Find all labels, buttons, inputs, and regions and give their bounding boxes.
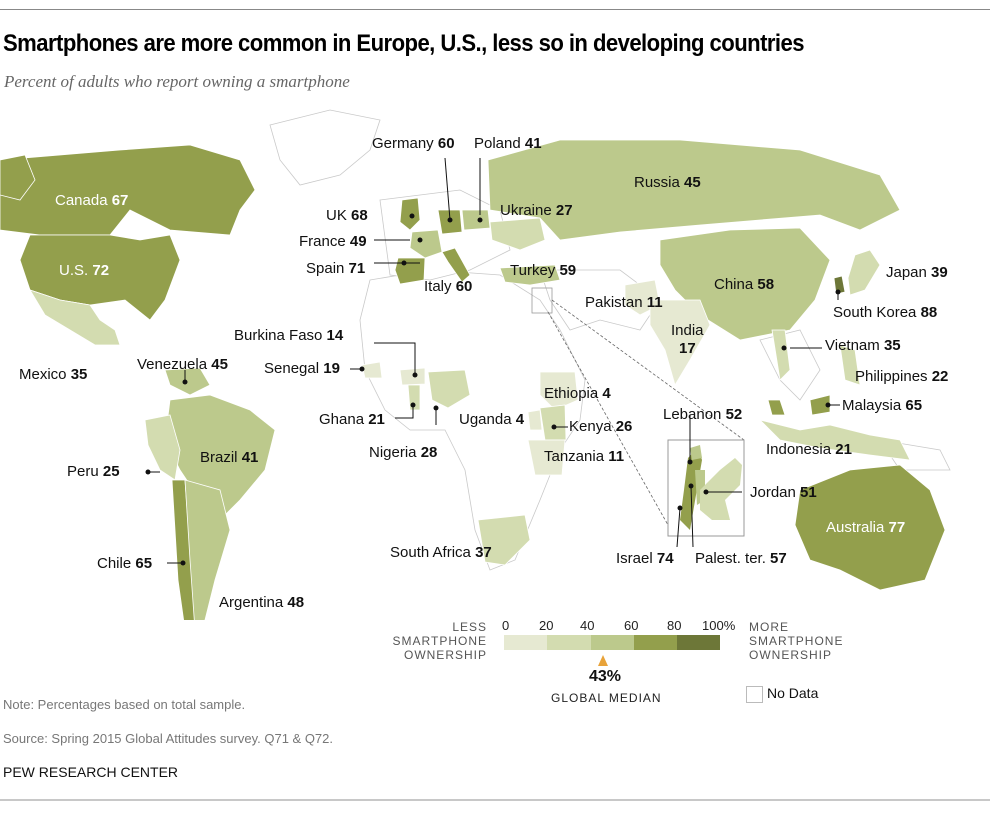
legend-tick: 40 bbox=[580, 618, 595, 633]
country-turkey bbox=[499, 264, 561, 286]
label-ukraine: Ukraine 27 bbox=[500, 202, 573, 219]
label-vietnam: Vietnam 35 bbox=[825, 337, 901, 354]
label-chile: Chile 65 bbox=[97, 555, 153, 572]
label-jordan: Jordan 51 bbox=[750, 484, 817, 501]
country-indonesia bbox=[758, 419, 911, 461]
world-map bbox=[0, 109, 951, 620]
legend-tick: 0 bbox=[502, 618, 510, 633]
country-poland bbox=[461, 209, 491, 231]
country-mexico bbox=[29, 289, 121, 346]
label-italy: Italy 60 bbox=[424, 278, 473, 295]
country-southafrica bbox=[477, 514, 531, 566]
median-value: 43% bbox=[589, 668, 622, 685]
country-uganda bbox=[527, 409, 543, 431]
label-india-value: 17 bbox=[679, 340, 696, 357]
country-canada bbox=[0, 144, 256, 236]
label-australia: Australia 77 bbox=[826, 519, 906, 536]
label-malaysia: Malaysia 65 bbox=[842, 397, 923, 414]
country-venezuela bbox=[164, 367, 211, 396]
label-canada: Canada 67 bbox=[55, 192, 129, 209]
label-israel: Israel 74 bbox=[616, 550, 674, 567]
no-data-label: No Data bbox=[767, 685, 819, 701]
legend-tick: 100% bbox=[702, 618, 736, 633]
label-lebanon: Lebanon 52 bbox=[663, 406, 743, 423]
label-south-korea: South Korea 88 bbox=[833, 304, 938, 321]
organization-credit: PEW RESEARCH CENTER bbox=[3, 764, 179, 780]
label-indonesia: Indonesia 21 bbox=[766, 441, 852, 458]
country-philippines bbox=[839, 344, 861, 386]
label-germany: Germany 60 bbox=[372, 135, 455, 152]
legend-less-label: LESS SMARTPHONE OWNERSHIP bbox=[392, 620, 487, 662]
label-france: France 49 bbox=[299, 233, 367, 250]
label-senegal: Senegal 19 bbox=[264, 360, 340, 377]
legend-bin-60-80 bbox=[634, 635, 677, 650]
label-spain: Spain 71 bbox=[306, 260, 366, 277]
label-ghana: Ghana 21 bbox=[319, 411, 385, 428]
country-southkorea bbox=[833, 275, 846, 295]
label-uganda: Uganda 4 bbox=[459, 411, 525, 428]
legend-more-label: MORE SMARTPHONE OWNERSHIP bbox=[749, 620, 844, 662]
label-philippines: Philippines 22 bbox=[855, 368, 949, 385]
legend-bin-0-20 bbox=[504, 635, 547, 650]
country-vietnam bbox=[771, 329, 791, 381]
chart-subtitle: Percent of adults who report owning a sm… bbox=[4, 72, 350, 91]
label-us: U.S. 72 bbox=[59, 262, 110, 279]
country-ukraine bbox=[489, 217, 546, 251]
country-senegal bbox=[361, 361, 383, 379]
label-palestinian-territories: Palest. ter. 57 bbox=[695, 550, 787, 567]
label-venezuela: Venezuela 45 bbox=[137, 356, 228, 373]
middle-east-inset bbox=[667, 439, 745, 537]
label-ethiopia: Ethiopia 4 bbox=[544, 385, 611, 402]
label-turkey: Turkey 59 bbox=[510, 262, 577, 279]
country-ethiopia bbox=[539, 371, 579, 411]
label-japan: Japan 39 bbox=[886, 264, 948, 281]
top-rule bbox=[0, 9, 990, 10]
no-data-swatch bbox=[746, 686, 763, 703]
label-pakistan: Pakistan 11 bbox=[585, 294, 663, 311]
label-china: China 58 bbox=[714, 276, 775, 293]
legend-tick: 20 bbox=[539, 618, 554, 633]
source-note: Source: Spring 2015 Global Attitudes sur… bbox=[3, 731, 334, 746]
country-spain bbox=[394, 257, 426, 285]
country-burkinafaso bbox=[399, 367, 426, 386]
median-marker-icon bbox=[598, 655, 608, 666]
label-india: India bbox=[671, 322, 704, 339]
label-south-africa: South Africa 37 bbox=[390, 544, 492, 561]
label-mexico: Mexico 35 bbox=[19, 366, 88, 383]
label-burkina-faso: Burkina Faso 14 bbox=[234, 327, 344, 344]
country-argentina bbox=[184, 479, 231, 620]
label-poland: Poland 41 bbox=[474, 135, 542, 152]
median-label: GLOBAL MEDIAN bbox=[551, 691, 662, 705]
chart-title: Smartphones are more common in Europe, U… bbox=[3, 30, 805, 57]
country-tanzania bbox=[527, 439, 566, 476]
country-australia bbox=[794, 464, 946, 591]
legend-tick: 80 bbox=[667, 618, 682, 633]
country-italy bbox=[441, 247, 471, 283]
country-kenya bbox=[539, 404, 567, 441]
legend-bin-20-40 bbox=[547, 635, 591, 650]
legend-bin-40-60 bbox=[591, 635, 634, 650]
country-uk bbox=[399, 197, 421, 231]
country-malaysia bbox=[767, 394, 831, 416]
country-russia bbox=[487, 139, 901, 241]
label-russia: Russia 45 bbox=[634, 174, 701, 191]
legend-bin-80-100 bbox=[677, 635, 720, 650]
label-kenya: Kenya 26 bbox=[569, 418, 633, 435]
footnote: Note: Percentages based on total sample. bbox=[3, 697, 246, 712]
country-india bbox=[649, 299, 711, 386]
country-nigeria bbox=[427, 369, 471, 409]
label-argentina: Argentina 48 bbox=[219, 594, 305, 611]
country-france bbox=[409, 229, 443, 259]
country-japan bbox=[847, 249, 881, 296]
label-tanzania: Tanzania 11 bbox=[544, 448, 625, 465]
bottom-rule bbox=[0, 799, 990, 801]
label-brazil: Brazil 41 bbox=[200, 449, 259, 466]
label-peru: Peru 25 bbox=[67, 463, 120, 480]
label-nigeria: Nigeria 28 bbox=[369, 444, 438, 461]
label-uk: UK 68 bbox=[326, 207, 368, 224]
legend-tick: 60 bbox=[624, 618, 639, 633]
